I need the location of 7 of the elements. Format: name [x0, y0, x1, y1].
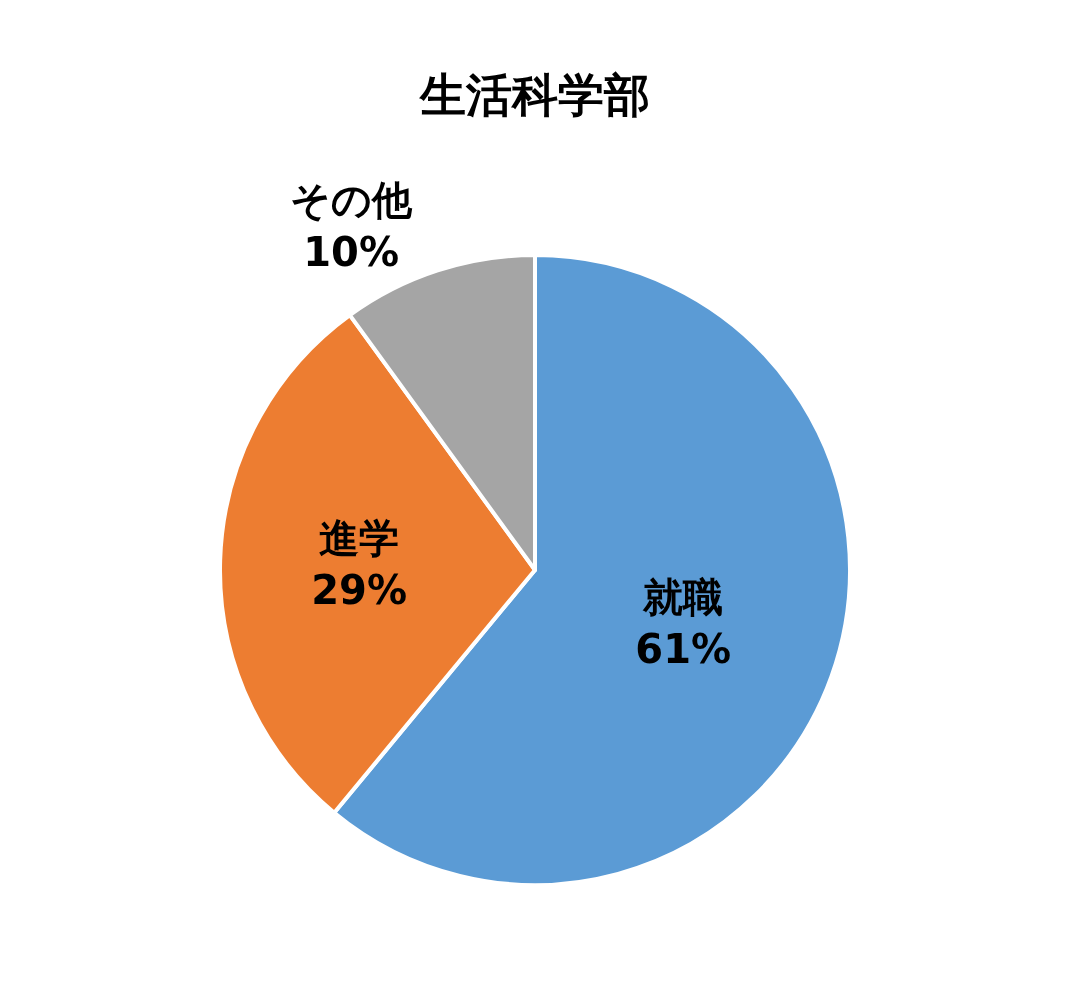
slice-label: 進学: [319, 515, 400, 562]
slice-label: その他: [290, 177, 414, 224]
data-label: 10%: [303, 229, 400, 276]
slice-label: 就職: [642, 574, 724, 621]
chart-title: 生活科学部: [418, 68, 650, 123]
data-label: 61%: [635, 626, 732, 673]
data-label: 29%: [311, 567, 407, 614]
